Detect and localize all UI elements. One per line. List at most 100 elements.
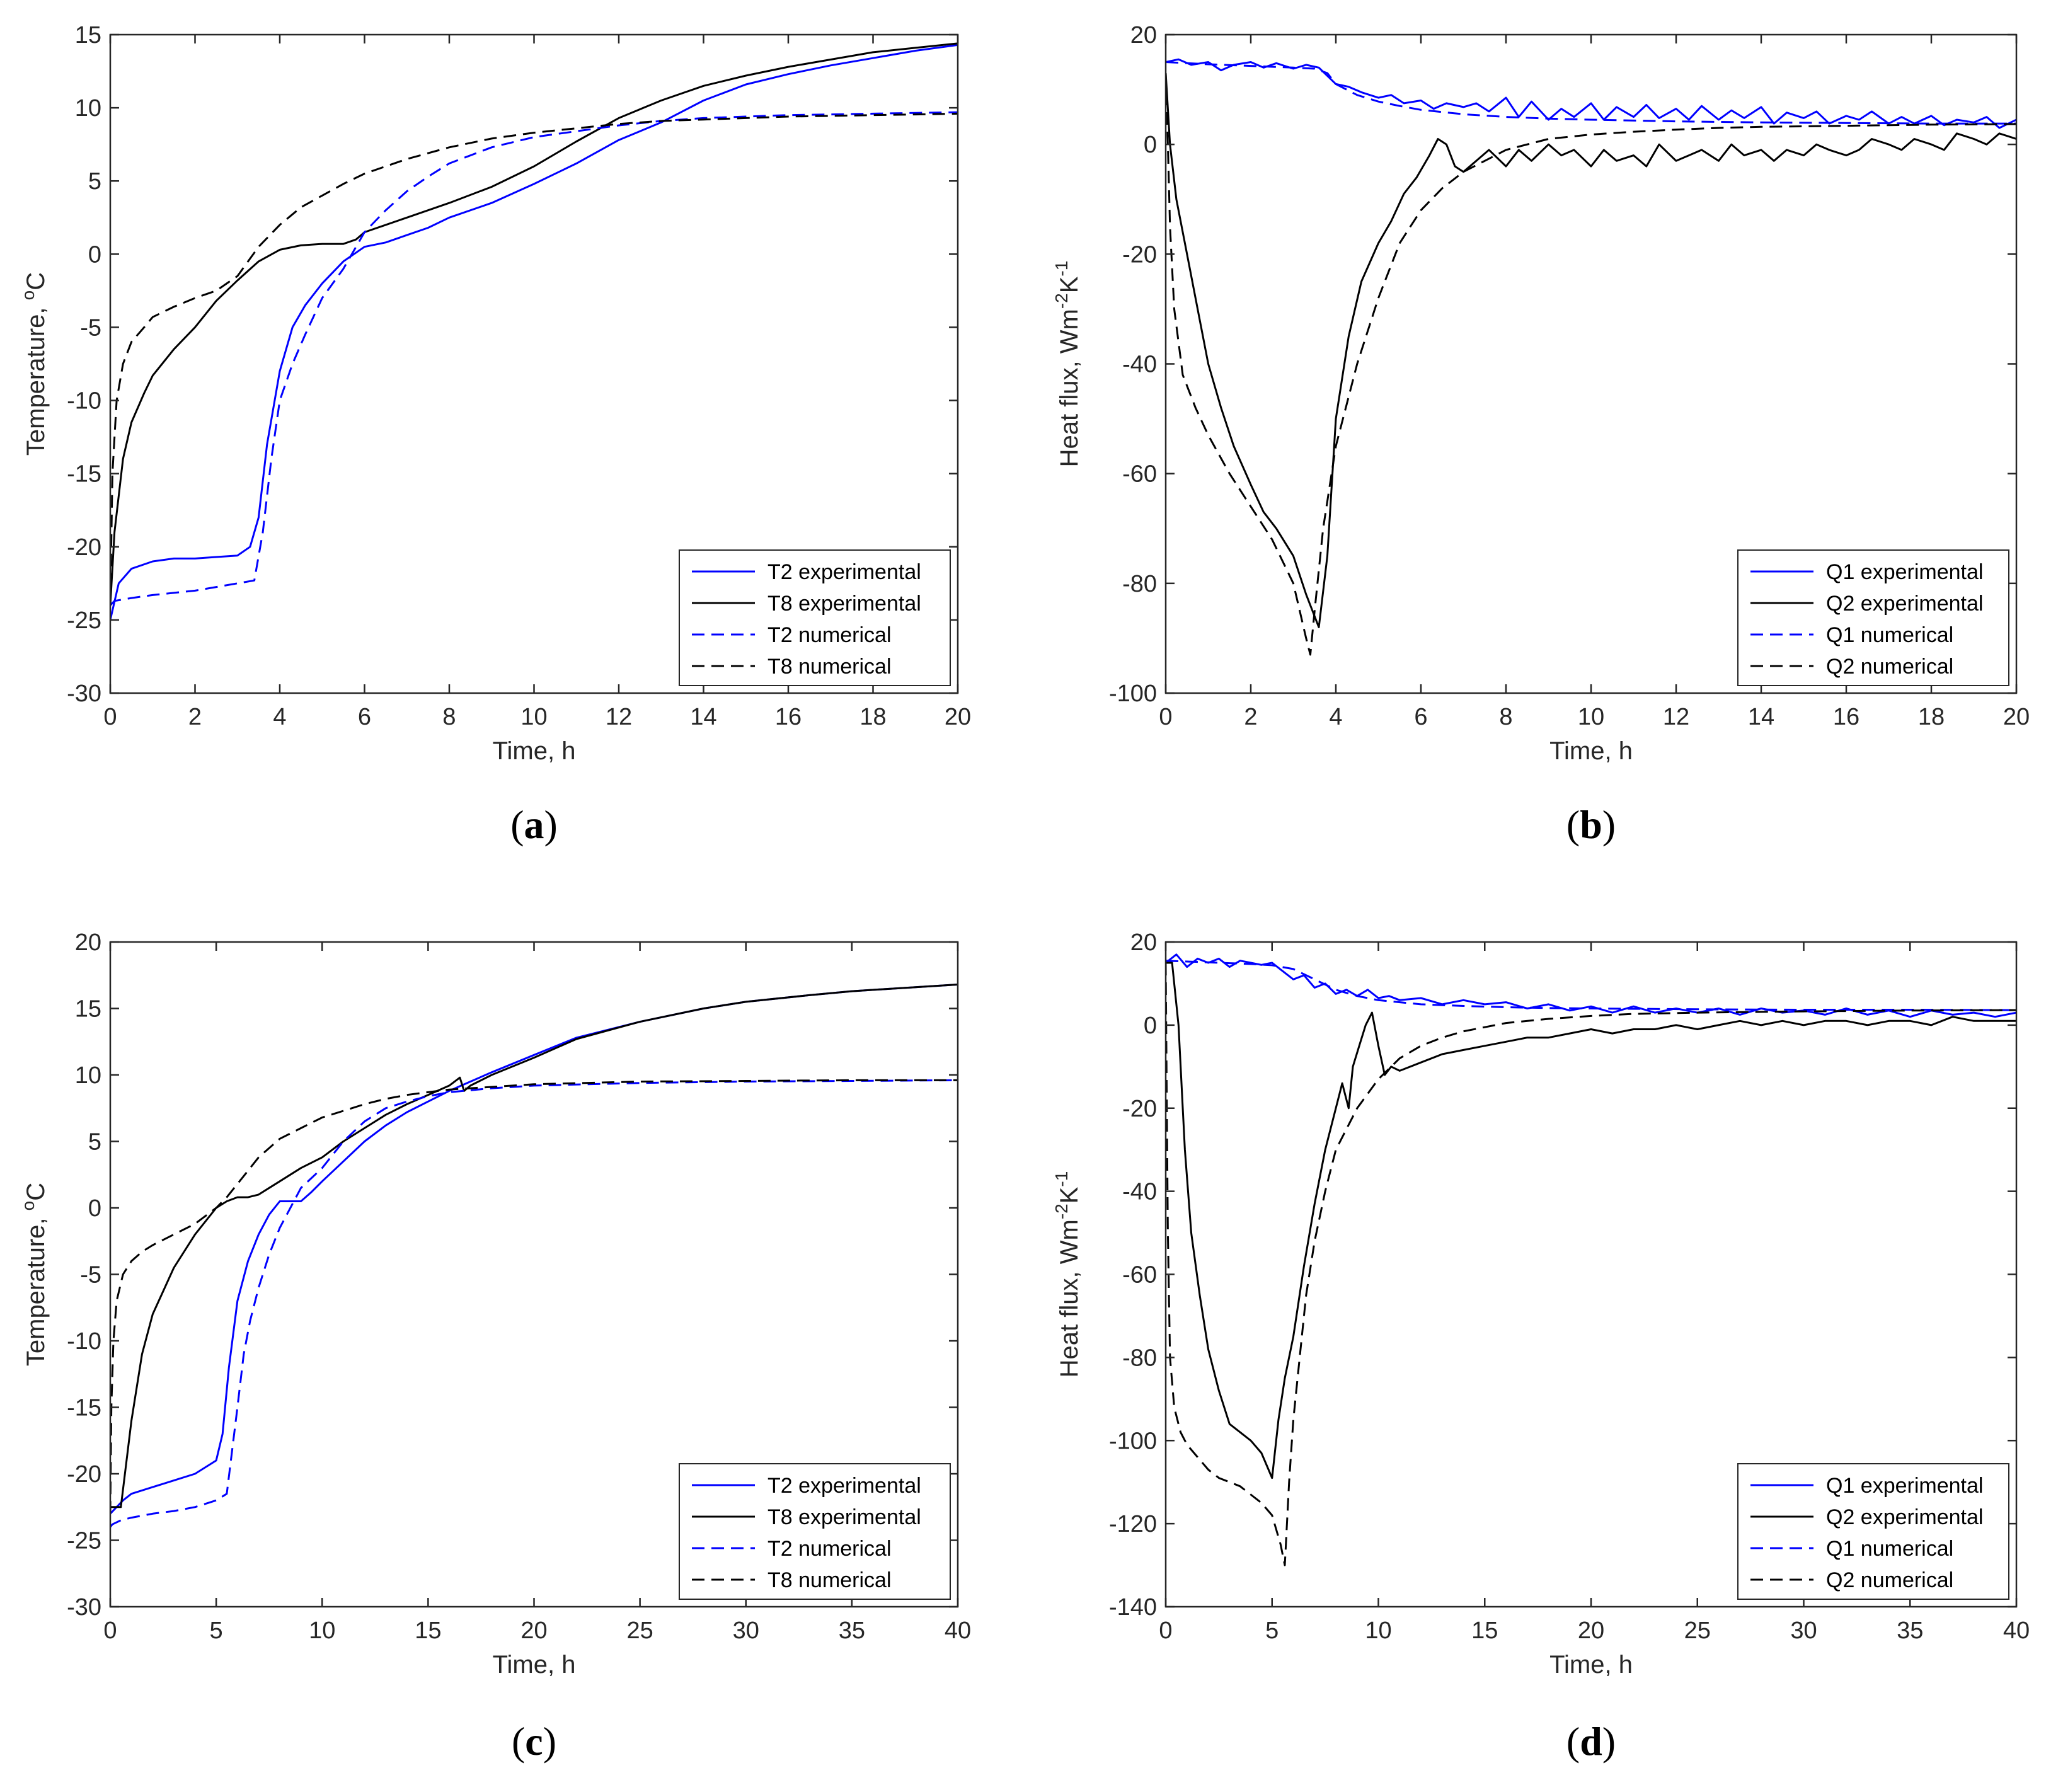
legend-label: Q2 experimental bbox=[1826, 1505, 1983, 1529]
y-axis-label-unit: K bbox=[1055, 1186, 1083, 1203]
x-axis-label-c: Time, h bbox=[493, 1651, 576, 1679]
legend-box bbox=[1737, 549, 2009, 686]
y-axis-label-c: Temperature, oC bbox=[18, 1183, 50, 1366]
caption-close: ) bbox=[543, 1719, 556, 1764]
x-tick-label: 4 bbox=[1329, 704, 1342, 730]
y-axis-label-main: Temperature, bbox=[22, 300, 50, 456]
x-tick-label: 2 bbox=[1244, 704, 1257, 730]
y-axis-label-a: Temperature, oC bbox=[18, 272, 50, 456]
panel-caption-b: (b) bbox=[1566, 802, 1616, 847]
y-tick-label: 5 bbox=[88, 1129, 101, 1156]
legend-label: Q1 numerical bbox=[1826, 1537, 1953, 1561]
y-tick-label: 15 bbox=[75, 996, 101, 1023]
x-tick-label: 8 bbox=[1499, 704, 1512, 730]
series-line-c-3 bbox=[110, 1079, 958, 1528]
y-tick-label: -40 bbox=[1122, 1179, 1157, 1205]
legend-label: Q1 experimental bbox=[1826, 1474, 1983, 1498]
y-axis-label-sup: o bbox=[18, 290, 38, 301]
x-tick-label: 0 bbox=[103, 704, 117, 730]
x-tick-label: 4 bbox=[273, 704, 286, 730]
series-line-a-4 bbox=[110, 112, 958, 606]
legend-box bbox=[679, 1463, 951, 1600]
y-axis-label-unit: K bbox=[1055, 276, 1083, 293]
series-line-c-4 bbox=[110, 1079, 958, 1514]
legend-c: T2 experimental T8 experimental T2 numeric… bbox=[679, 1463, 951, 1600]
x-tick-label: 16 bbox=[775, 704, 802, 730]
y-tick-label: 0 bbox=[88, 241, 101, 268]
x-tick-label: 35 bbox=[1897, 1617, 1923, 1644]
y-tick-label: -5 bbox=[80, 314, 101, 341]
y-axis-label-d: Heat flux, Wm-2K-1 bbox=[1052, 1171, 1083, 1378]
series-line-b-4 bbox=[1166, 72, 2016, 656]
y-axis-label-unit: C bbox=[22, 272, 50, 290]
x-axis-label-b: Time, h bbox=[1549, 737, 1633, 765]
x-tick-label: 20 bbox=[945, 704, 971, 730]
y-tick-label: -80 bbox=[1122, 571, 1157, 597]
x-tick-label: 6 bbox=[358, 704, 371, 730]
x-tick-label: 25 bbox=[1684, 1617, 1711, 1644]
y-tick-label: -20 bbox=[67, 534, 101, 561]
x-axis-label-a: Time, h bbox=[493, 737, 576, 765]
x-tick-label: 8 bbox=[442, 704, 456, 730]
y-tick-label: 5 bbox=[88, 168, 101, 195]
x-tick-label: 18 bbox=[1918, 704, 1945, 730]
y-tick-label: -25 bbox=[67, 607, 101, 634]
x-tick-label: 5 bbox=[1265, 1617, 1279, 1644]
y-tick-label: -15 bbox=[67, 1395, 101, 1422]
x-tick-label: 14 bbox=[690, 704, 716, 730]
y-tick-label: -60 bbox=[1122, 461, 1157, 488]
legend-d: Q1 experimental Q2 experimental Q1 numeric… bbox=[1737, 1463, 2009, 1600]
x-tick-label: 15 bbox=[1471, 1617, 1498, 1644]
x-tick-label: 5 bbox=[210, 1617, 223, 1644]
y-tick-label: 15 bbox=[75, 22, 101, 49]
chart-panel-a: 0 2 4 6 8 10 12 14 16 18 20 -30 -25 -20 -15 -10 -5 0 5 10 15… bbox=[18, 22, 971, 847]
caption-close: ) bbox=[544, 802, 558, 847]
y-axis-label-b: Heat flux, Wm-2K-1 bbox=[1052, 261, 1083, 468]
x-tick-label: 2 bbox=[188, 704, 202, 730]
x-tick-label: 10 bbox=[520, 704, 547, 730]
legend-label: T8 numerical bbox=[767, 1568, 892, 1592]
legend-label: T2 numerical bbox=[767, 623, 892, 647]
x-tick-label: 10 bbox=[1365, 1617, 1391, 1644]
legend-label: T2 experimental bbox=[767, 1474, 921, 1498]
x-tick-label: 16 bbox=[1833, 704, 1859, 730]
panel-caption-d: (d) bbox=[1566, 1719, 1616, 1764]
y-tick-label: 0 bbox=[1144, 132, 1157, 158]
x-tick-label: 6 bbox=[1414, 704, 1427, 730]
y-tick-label: 20 bbox=[1130, 929, 1157, 956]
x-tick-label: 10 bbox=[309, 1617, 335, 1644]
caption-close: ) bbox=[1602, 802, 1616, 847]
y-tick-label: -60 bbox=[1122, 1262, 1157, 1289]
caption-open: ( bbox=[510, 802, 524, 847]
x-tick-label: 0 bbox=[1159, 704, 1172, 730]
caption-letter: a bbox=[524, 802, 544, 847]
y-tick-label: 10 bbox=[75, 1062, 101, 1089]
y-tick-label: -100 bbox=[1109, 681, 1157, 707]
series-line-b-2 bbox=[1166, 72, 2016, 628]
y-tick-label: -30 bbox=[67, 1594, 101, 1621]
x-tick-label: 40 bbox=[945, 1617, 971, 1644]
y-tick-label: -20 bbox=[67, 1461, 101, 1488]
y-tick-label: -100 bbox=[1109, 1428, 1157, 1454]
caption-open: ( bbox=[1566, 802, 1580, 847]
legend-label: T2 numerical bbox=[767, 1537, 892, 1561]
y-axis-label-sup2: -1 bbox=[1052, 1171, 1071, 1187]
y-axis-label-sup: -2 bbox=[1052, 293, 1071, 309]
legend-label: Q1 numerical bbox=[1826, 623, 1953, 647]
legend-a: T2 experimental T8 experimental T2 numeric… bbox=[679, 549, 951, 686]
y-axis-label-sup: -2 bbox=[1052, 1203, 1071, 1219]
series-line-a-3 bbox=[110, 111, 958, 606]
caption-letter: d bbox=[1580, 1719, 1602, 1764]
caption-letter: b bbox=[1580, 802, 1602, 847]
y-tick-label: -15 bbox=[67, 461, 101, 488]
x-tick-label: 12 bbox=[606, 704, 632, 730]
series-line-d-2 bbox=[1166, 962, 2016, 1479]
legend-label: T8 numerical bbox=[767, 655, 892, 679]
y-tick-label: 0 bbox=[1144, 1013, 1157, 1039]
chart-panel-c: 0 5 10 15 20 25 30 35 40 -30 -25 -20 -15 -10 -5 0 5 10 15 2… bbox=[18, 929, 971, 1764]
y-axis-label-sup: o bbox=[18, 1201, 38, 1211]
series-line-d-4 bbox=[1166, 962, 2016, 1566]
y-tick-label: -10 bbox=[67, 1328, 101, 1355]
